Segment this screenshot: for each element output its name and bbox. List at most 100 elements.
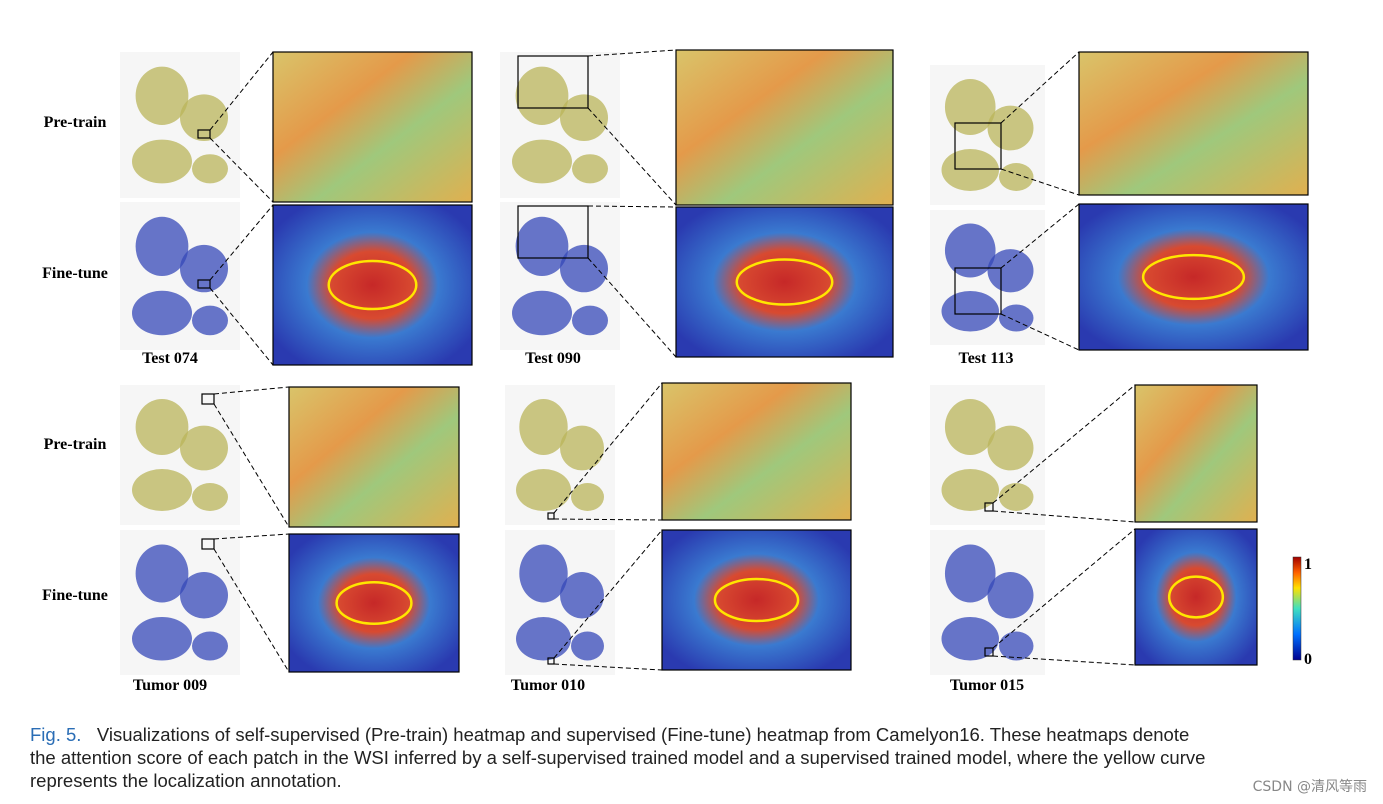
connector	[553, 518, 663, 521]
connector	[213, 548, 290, 673]
connector	[209, 51, 274, 131]
tissue	[941, 291, 999, 332]
panel-label: Test 113	[959, 350, 1014, 367]
tissue	[560, 425, 604, 471]
connector	[213, 533, 290, 540]
zoom-region	[547, 657, 555, 665]
tissue	[135, 66, 189, 126]
tissue	[516, 469, 571, 511]
caption-label: Fig. 5.	[30, 724, 82, 745]
tissue	[192, 483, 228, 511]
connector	[587, 49, 677, 57]
tissue	[572, 154, 608, 184]
connector	[587, 107, 677, 206]
tissue	[572, 305, 608, 336]
zoom-heatmap	[661, 529, 852, 671]
connector	[1000, 168, 1080, 196]
annotation-curve	[1141, 253, 1246, 301]
colorbar	[1292, 556, 1302, 661]
connector	[1000, 313, 1080, 351]
zoom-heatmap	[288, 386, 460, 528]
tissue	[512, 290, 572, 336]
connector	[553, 663, 663, 671]
annotation-curve	[327, 259, 418, 311]
zoom-region	[984, 502, 994, 512]
caption-line: the attention score of each patch in the…	[30, 747, 1206, 768]
tissue	[999, 483, 1034, 511]
tissue	[571, 483, 604, 511]
zoom-region	[954, 267, 1002, 315]
tissue	[941, 469, 999, 511]
tissue	[987, 425, 1034, 471]
panel-label: Tumor 009	[133, 677, 207, 694]
connector	[992, 528, 1136, 649]
panel-label: Tumor 010	[511, 677, 585, 694]
tissue	[515, 66, 569, 126]
tissue	[516, 617, 571, 661]
connector	[1000, 203, 1080, 269]
colorbar-max: 1	[1304, 556, 1312, 573]
tissue	[192, 154, 228, 184]
zoom-region	[547, 512, 555, 520]
zoom-region	[954, 122, 1002, 170]
row-label: Fine-tune	[42, 587, 108, 604]
row-label: Pre-train	[44, 436, 107, 453]
tissue	[132, 139, 192, 184]
zoom-region	[984, 647, 994, 657]
connector	[209, 204, 274, 281]
tissue	[941, 617, 999, 661]
annotation-curve	[1167, 575, 1225, 619]
connector	[587, 257, 677, 358]
row-label: Pre-train	[44, 114, 107, 131]
tissue	[944, 79, 996, 135]
zoom-region	[197, 129, 211, 139]
tissue	[571, 631, 604, 661]
tissue	[132, 290, 192, 336]
annotation-curve	[735, 258, 834, 306]
zoom-heatmap	[272, 51, 473, 203]
tissue	[560, 94, 608, 142]
tissue	[987, 249, 1034, 293]
caption-line: Visualizations of self-supervised (Pre-t…	[96, 724, 1190, 745]
connector	[1000, 51, 1080, 124]
caption-line: represents the localization annotation.	[30, 770, 342, 791]
tissue	[944, 223, 996, 278]
zoom-heatmap	[288, 533, 460, 673]
tissue	[180, 94, 228, 142]
connector	[209, 137, 274, 203]
connector	[992, 384, 1136, 504]
tissue	[180, 425, 228, 471]
connector	[553, 529, 663, 659]
panel-label: Tumor 015	[950, 677, 1024, 694]
zoom-heatmap	[675, 206, 894, 358]
tissue	[180, 244, 228, 293]
annotation-curve	[335, 581, 413, 625]
tissue	[944, 544, 996, 603]
connector	[553, 382, 663, 514]
connector	[213, 403, 290, 528]
tissue	[560, 572, 604, 619]
panel-label: Test 090	[525, 350, 581, 367]
tissue	[192, 305, 228, 336]
colorbar-min: 0	[1304, 651, 1312, 668]
tissue	[987, 105, 1034, 151]
zoom-region	[517, 205, 589, 259]
connector	[209, 287, 274, 366]
tissue	[944, 399, 996, 455]
tissue	[180, 572, 228, 619]
panel-label: Test 074	[142, 350, 198, 367]
tissue	[132, 617, 192, 661]
tissue	[941, 149, 999, 191]
tissue	[999, 631, 1034, 661]
zoom-region	[201, 393, 215, 405]
zoom-heatmap	[1078, 203, 1309, 351]
tissue	[135, 399, 189, 455]
tissue	[560, 244, 608, 293]
tissue	[519, 544, 568, 603]
connector	[587, 205, 677, 208]
zoom-heatmap	[1134, 528, 1258, 666]
tissue	[132, 469, 192, 511]
tissue	[512, 139, 572, 184]
connector	[213, 386, 290, 395]
